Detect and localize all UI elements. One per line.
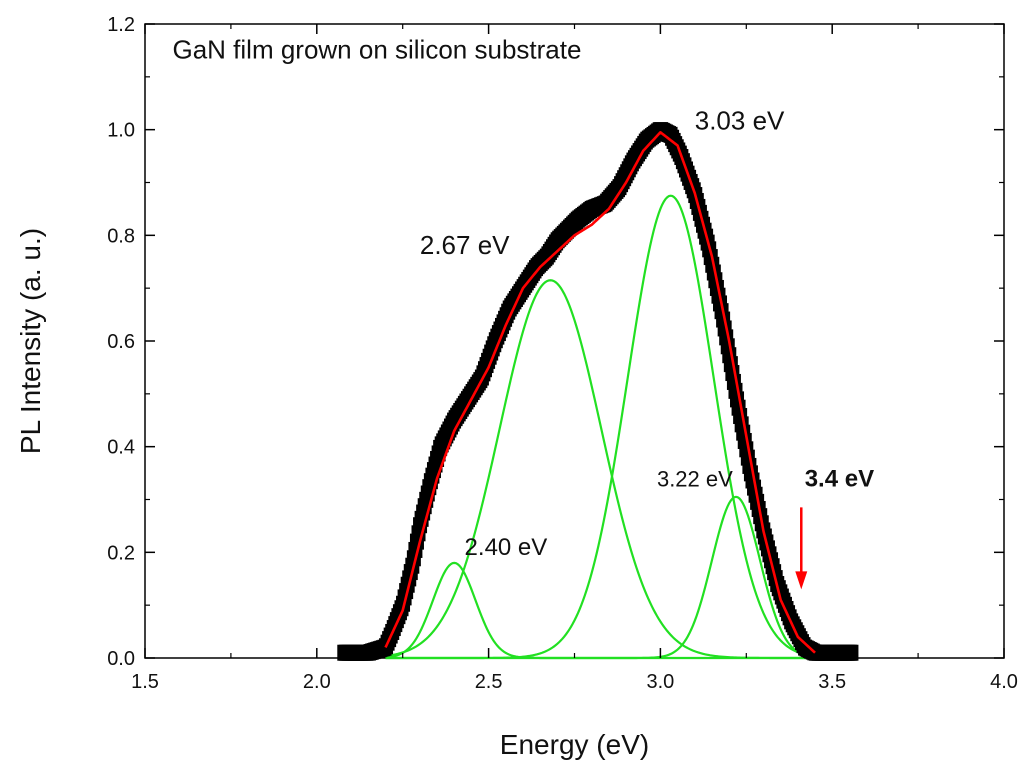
y-tick-label: 0.2 — [107, 542, 135, 564]
gaussian-peak-4 — [385, 495, 816, 660]
gaussian-peak-2 — [385, 279, 816, 660]
plot-frame — [144, 23, 1005, 659]
data-series — [337, 122, 859, 661]
x-tick-label: 3.0 — [646, 671, 674, 693]
plot-area — [144, 23, 1005, 659]
peak-annotation: GaN film grown on silicon substrate — [172, 34, 581, 64]
peak-annotation: 2.40 eV — [465, 534, 548, 561]
measured-data-series — [337, 122, 859, 661]
annotations: GaN film grown on silicon substrate 3.03 … — [172, 34, 874, 590]
y-tick-label: 1.2 — [107, 14, 135, 36]
y-tick-label: 0.4 — [107, 437, 135, 459]
gaussian-components — [385, 194, 816, 660]
x-tick-label: 2.5 — [475, 671, 503, 693]
peak-annotation: 3.22 eV — [657, 466, 733, 491]
x-axis-title: Energy (eV) — [500, 729, 649, 760]
y-axis-title: PL Intensity (a. u.) — [15, 228, 46, 454]
peak-annotation: 3.03 eV — [695, 106, 785, 136]
x-tick-label: 2.0 — [303, 671, 331, 693]
fit-curve-series — [384, 131, 816, 654]
arrow-head — [795, 571, 808, 590]
data-point — [844, 644, 859, 661]
y-tick-label: 0.0 — [107, 648, 135, 670]
y-tick-label: 1.0 — [107, 120, 135, 142]
x-tick-label: 3.5 — [818, 671, 846, 693]
y-tick-label: 0.6 — [107, 331, 135, 353]
x-tick-label: 4.0 — [990, 671, 1018, 693]
axes: 1.5 2.0 2.5 3.0 3.5 4.0 0.0 0.2 0.4 0.6 0.8 1.0 1.2 — [107, 14, 1018, 693]
y-tick-label: 0.8 — [107, 225, 135, 247]
peak-annotation: 3.4 eV — [805, 465, 874, 492]
peak-annotation: 2.67 eV — [420, 230, 510, 260]
x-tick-label: 1.5 — [131, 671, 159, 693]
